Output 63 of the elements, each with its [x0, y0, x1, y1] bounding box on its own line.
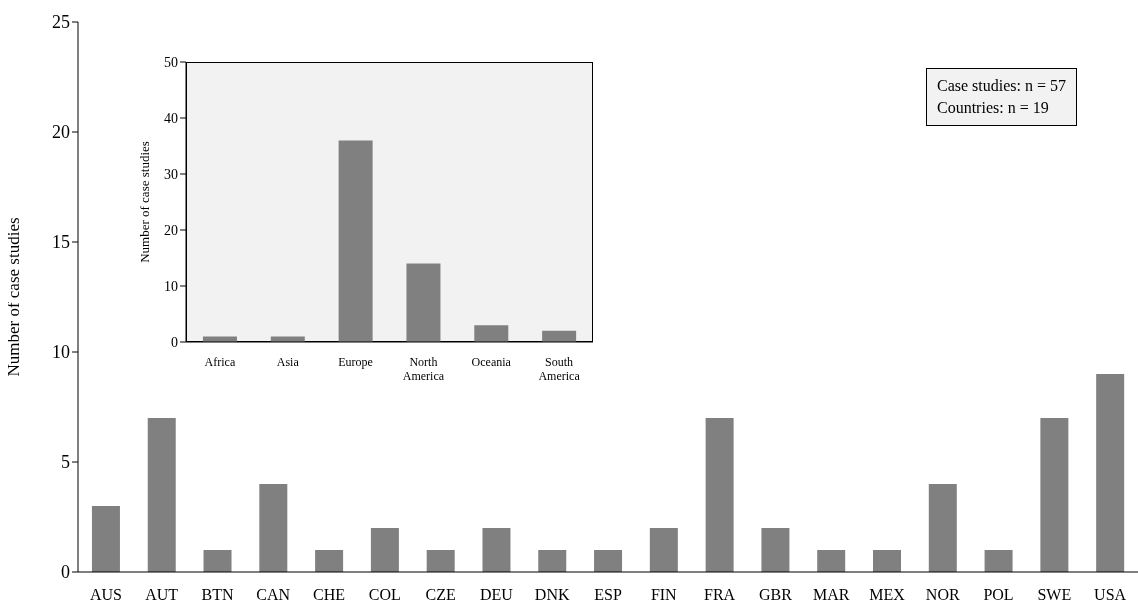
bar	[1040, 418, 1069, 572]
y-tick-label: 40	[164, 110, 178, 126]
x-tick-label: MAR	[812, 586, 850, 602]
bar	[984, 550, 1013, 572]
bar	[594, 550, 623, 572]
bar	[761, 528, 790, 572]
annotation: Countries: n = 19	[937, 98, 1050, 118]
bar	[873, 550, 901, 572]
x-tick-label: Asia	[276, 355, 300, 369]
y-tick-label: 0	[61, 562, 70, 583]
x-tick-label: FIN	[650, 586, 678, 602]
bar	[817, 550, 846, 572]
annotation: Case studies: n = 57	[937, 76, 1067, 96]
bar	[406, 263, 441, 342]
bar	[426, 550, 455, 572]
bar	[1096, 374, 1125, 572]
bar	[705, 418, 734, 572]
x-tick-label: FRA	[704, 586, 736, 602]
x-tick-label: ESP	[594, 586, 622, 602]
y-tick-label: 30	[164, 166, 178, 182]
x-tick-label: MEX	[869, 586, 906, 602]
x-tick-label: COL	[368, 586, 401, 602]
y-tick-label: 10	[52, 342, 70, 363]
x-tick-label: USA	[1094, 586, 1127, 602]
bar	[315, 550, 344, 572]
x-tick-label: GBR	[758, 586, 793, 602]
x-tick-label: CAN	[256, 586, 291, 602]
bar	[928, 484, 957, 572]
bar	[203, 550, 232, 572]
bar	[147, 418, 176, 572]
x-tick-label: NOR	[925, 586, 960, 602]
bar	[538, 550, 567, 572]
x-tick-label: CZE	[425, 586, 456, 602]
x-tick-label: AUS	[89, 586, 122, 602]
y-tick-label: 50	[164, 54, 178, 70]
x-tick-label: CHE	[313, 586, 346, 602]
bar	[482, 528, 511, 572]
x-tick-label: BTN	[201, 586, 234, 602]
y-tick-label: 0	[171, 334, 178, 350]
y-axis-title: Number of case studies	[136, 141, 152, 263]
x-tick-label: Oceania	[471, 355, 512, 369]
x-tick-label: Africa	[204, 355, 236, 369]
bar	[338, 140, 373, 342]
x-tick-label: South America	[538, 355, 581, 383]
x-tick-label: Europe	[338, 355, 373, 369]
bar	[649, 528, 678, 572]
y-tick-label: 15	[52, 232, 70, 253]
y-tick-label: 10	[164, 278, 178, 294]
bar	[474, 325, 509, 342]
x-tick-label: DEU	[479, 586, 514, 602]
y-tick-label: 20	[164, 222, 178, 238]
x-tick-label: POL	[983, 586, 1014, 602]
y-tick-label: 20	[52, 122, 70, 143]
bar	[91, 506, 120, 572]
x-tick-label: SWE	[1037, 586, 1072, 602]
x-tick-label: DNK	[534, 586, 570, 602]
bar	[370, 528, 399, 572]
x-tick-label: North America	[402, 355, 445, 383]
bar	[259, 484, 288, 572]
x-tick-label: AUT	[145, 586, 179, 602]
y-tick-label: 5	[61, 452, 70, 473]
y-axis-title: Number of case studies	[4, 217, 24, 377]
y-tick-label: 25	[52, 12, 70, 33]
